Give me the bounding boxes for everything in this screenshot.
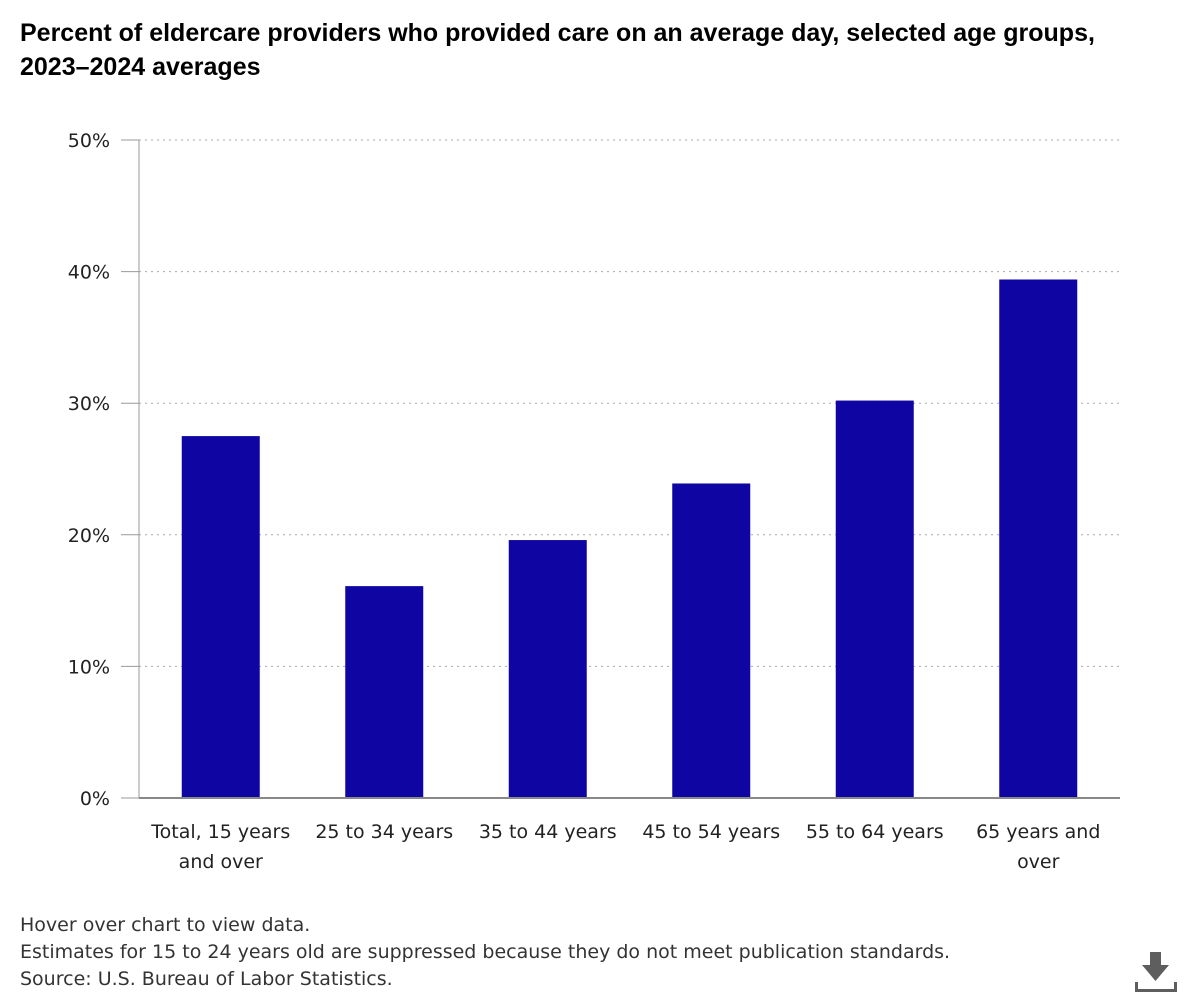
note-hover: Hover over chart to view data. — [20, 914, 311, 936]
x-tick-label: 25 to 34 years — [315, 821, 453, 843]
x-tick-label: 65 years and — [976, 821, 1100, 843]
y-tick-label: 40% — [68, 262, 110, 284]
bar[interactable] — [672, 483, 751, 798]
x-tick-label: over — [1017, 851, 1060, 873]
bar[interactable] — [181, 436, 260, 798]
y-tick-label: 10% — [68, 656, 110, 678]
x-tick-label: 35 to 44 years — [479, 821, 617, 843]
note-suppressed: Estimates for 15 to 24 years old are sup… — [20, 941, 951, 963]
x-tick-label: 45 to 54 years — [642, 821, 780, 843]
chart-title: Percent of eldercare providers who provi… — [20, 19, 1095, 81]
y-tick-label: 50% — [68, 130, 110, 152]
x-tick-label: 55 to 64 years — [806, 821, 944, 843]
bar[interactable] — [508, 540, 587, 798]
y-tick-label: 0% — [80, 788, 110, 810]
bar-chart[interactable]: 0% 10% 20% 30% 40% 50% Total, 15 years and over… — [0, 0, 1200, 900]
bar[interactable] — [835, 400, 914, 798]
x-tick-label: and over — [179, 851, 263, 873]
y-tick-label: 30% — [68, 393, 110, 415]
x-tick-label: Total, 15 years — [150, 821, 290, 843]
chart-notes: Hover over chart to view data. Estimates… — [20, 912, 950, 993]
y-tick-label: 20% — [68, 525, 110, 547]
note-source: Source: U.S. Bureau of Labor Statistics. — [20, 968, 393, 990]
bar[interactable] — [345, 586, 424, 798]
download-icon[interactable] — [1134, 950, 1178, 994]
bar[interactable] — [999, 279, 1078, 799]
